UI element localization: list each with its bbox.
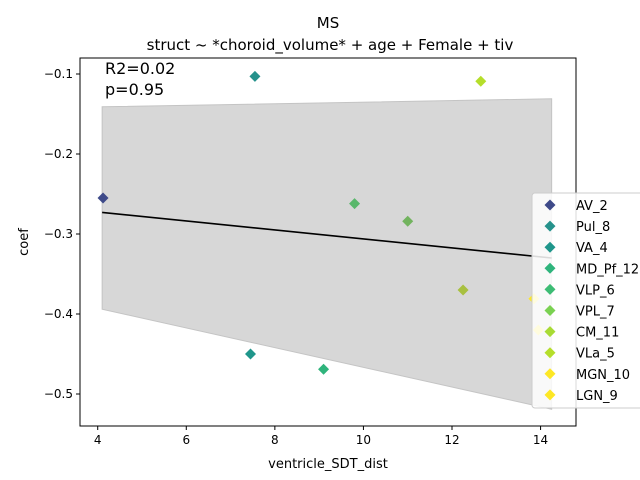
legend-marker: [544, 262, 556, 274]
data-point-av-2: [97, 192, 109, 204]
x-axis-ticks: 4 6 8 10 12 14: [94, 426, 548, 447]
y-tick-label: −0.1: [44, 67, 73, 81]
legend-label: LGN_9: [576, 389, 618, 404]
y-tick-label: −0.5: [44, 387, 73, 401]
p-value-annotation: p=0.95: [105, 80, 164, 99]
legend-label: Pul_8: [576, 220, 610, 235]
legend-label: VLP_6: [576, 283, 615, 298]
legend-label: VLa_5: [576, 347, 615, 362]
data-point-vlp-6: [349, 198, 361, 210]
data-point-md-pf-12: [318, 363, 330, 375]
chart-subtitle: struct ~ *choroid_volume* + age + Female…: [147, 36, 514, 55]
legend-label: VA_4: [576, 241, 608, 256]
data-point-vla-5: [475, 75, 487, 87]
y-axis-label: coef: [17, 228, 32, 256]
x-tick-label: 8: [271, 433, 279, 447]
legend-label: MD_Pf_12: [576, 262, 639, 277]
plot-area: [97, 70, 553, 410]
confidence-band: [101, 98, 553, 410]
legend-label: VPL_7: [576, 305, 615, 320]
legend-marker: [544, 389, 556, 401]
chart-title: MS: [317, 14, 339, 32]
y-axis-ticks: −0.1 −0.2 −0.3 −0.4 −0.5: [44, 67, 80, 401]
legend-marker: [544, 326, 556, 338]
legend-marker: [544, 347, 556, 359]
data-point-pul-8: [249, 70, 261, 82]
data-point-va-4: [245, 348, 256, 360]
legend-label: MGN_10: [576, 368, 630, 383]
legend-marker: [544, 241, 556, 253]
x-tick-label: 14: [533, 433, 548, 447]
legend-marker: [544, 199, 556, 211]
x-tick-label: 12: [444, 433, 459, 447]
legend-marker: [544, 368, 556, 380]
data-point-vpl-7: [402, 215, 414, 227]
legend-marker: [544, 220, 556, 232]
x-tick-label: 6: [182, 433, 190, 447]
x-tick-label: 4: [94, 433, 102, 447]
r2-annotation: R2=0.02: [105, 59, 175, 78]
data-point-cm-11: [457, 284, 469, 296]
legend-box: [531, 192, 640, 409]
legend: AV_2 Pul_8 VA_4 MD_Pf_12 VLP_6 VPL_7 CM_11 VLa_…: [531, 192, 640, 409]
y-tick-label: −0.3: [44, 227, 73, 241]
regression-line: [102, 211, 552, 259]
y-tick-label: −0.4: [44, 307, 73, 321]
legend-marker: [544, 305, 556, 316]
y-tick-label: −0.2: [44, 147, 73, 161]
x-tick-label: 10: [356, 433, 371, 447]
legend-label: AV_2: [576, 199, 608, 214]
legend-marker: [544, 283, 556, 295]
x-axis-label: ventricle_SDT_dist: [268, 457, 388, 472]
legend-label: CM_11: [576, 326, 619, 341]
